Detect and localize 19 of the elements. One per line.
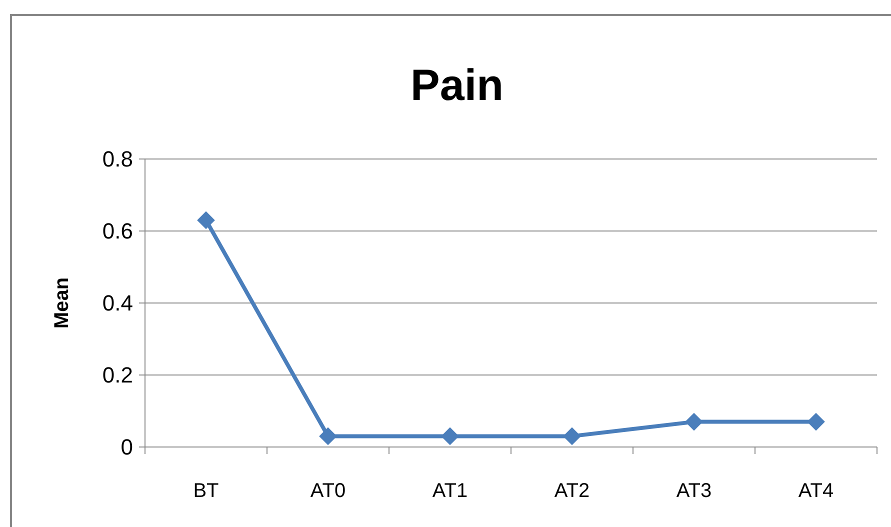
y-tick-label: 0.4 bbox=[102, 290, 133, 316]
x-tick-label: AT2 bbox=[554, 480, 590, 502]
chart-title: Pain bbox=[410, 61, 504, 110]
point bbox=[807, 412, 825, 431]
y-axis-title: Mean bbox=[51, 277, 73, 329]
point bbox=[441, 427, 459, 446]
x-tick-label: BT bbox=[193, 480, 219, 502]
x-tick-label: AT3 bbox=[676, 480, 712, 502]
x-tick-label: AT1 bbox=[432, 480, 468, 502]
y-tick-label: 0.2 bbox=[102, 362, 133, 388]
y-tick-label: 0.6 bbox=[102, 218, 133, 244]
y-tick-label: 0.8 bbox=[102, 146, 133, 172]
point bbox=[685, 412, 703, 431]
y-tick-label: 0 bbox=[120, 434, 133, 460]
x-tick-label: AT0 bbox=[310, 480, 346, 502]
point bbox=[319, 427, 337, 446]
x-tick-label: AT4 bbox=[798, 480, 834, 502]
point bbox=[563, 427, 581, 446]
point bbox=[197, 211, 215, 230]
